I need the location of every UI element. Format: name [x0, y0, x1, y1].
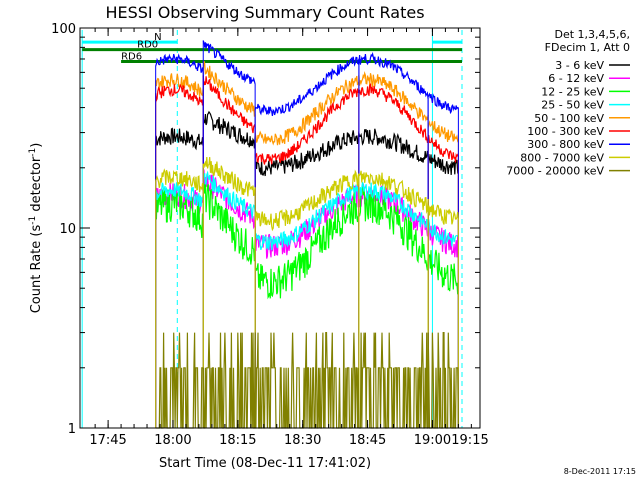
- chart-title: HESSI Observing Summary Count Rates: [105, 3, 424, 22]
- legend-item-label: 6 - 12 keV: [548, 72, 604, 85]
- series-line: [155, 181, 204, 207]
- series-line: [254, 87, 360, 165]
- series-line: [254, 169, 360, 232]
- series-line: [254, 183, 360, 259]
- series-line: [427, 154, 459, 175]
- x-tick-label: 17:45: [89, 433, 126, 448]
- legend-item-label: 800 - 7000 keV: [520, 151, 604, 164]
- series-line: [155, 332, 204, 429]
- y-tick-label: 10: [59, 222, 76, 237]
- series-line: [155, 168, 204, 193]
- series-line: [427, 120, 459, 143]
- y-label-main: Count Rate (s: [29, 225, 44, 314]
- series-line: [427, 249, 459, 295]
- series-line: [155, 53, 204, 74]
- series-line: [202, 181, 256, 265]
- series-line: [358, 70, 429, 122]
- x-tick-label: 18:30: [284, 433, 321, 448]
- axes-layer: 1 10 100 17:45 18:00 18:15 18:30 18:45 19:00 19:1…: [51, 22, 489, 448]
- y-label-mid: detector: [29, 156, 44, 216]
- series-line: [202, 332, 256, 429]
- series-line: [427, 204, 459, 225]
- y-label-end: ): [29, 143, 44, 148]
- flag-label: N: [154, 32, 161, 43]
- legend-item-label: 12 - 25 keV: [541, 85, 604, 98]
- legend: Det 1,3,4,5,6, FDecim 1, Att 0 3 - 6 keV…: [506, 28, 630, 178]
- series-line: [202, 75, 256, 134]
- y-axis-label: Count Rate (s-1 detector-1): [28, 143, 44, 314]
- series-line: [202, 170, 256, 219]
- series-line: [254, 56, 360, 116]
- footer-date: 8-Dec-2011 17:15: [564, 467, 636, 476]
- series-line: [358, 51, 429, 100]
- legend-item-label: 3 - 6 keV: [555, 59, 604, 72]
- y-label-sup1: -1: [28, 216, 38, 225]
- y-tick-label: 100: [51, 22, 76, 37]
- legend-item-label: 25 - 50 keV: [541, 99, 604, 112]
- series-line: [155, 127, 204, 151]
- y-label-sup2: -1: [28, 148, 38, 157]
- legend-item-label: 100 - 300 keV: [527, 125, 604, 138]
- series-line: [358, 170, 429, 214]
- series-line: [255, 184, 360, 251]
- x-tick-label: 19:15: [451, 433, 488, 448]
- series-line: [254, 75, 360, 146]
- series-line: [202, 40, 256, 85]
- legend-header-1: Det 1,3,4,5,6,: [554, 28, 630, 41]
- x-tick-label: 19:00: [414, 433, 451, 448]
- legend-item-label: 300 - 800 keV: [527, 138, 604, 151]
- x-axis-label: Start Time (08-Dec-11 17:41:02): [159, 456, 371, 471]
- series-line: [255, 332, 360, 429]
- series-line: [427, 217, 459, 247]
- x-tick-label: 18:45: [349, 433, 386, 448]
- flag-label: RD0: [137, 40, 158, 51]
- series-line: [427, 92, 459, 115]
- series-line: [358, 186, 429, 271]
- series-line: [358, 128, 429, 163]
- legend-item-label: 50 - 100 keV: [534, 112, 604, 125]
- series-line: [254, 130, 360, 177]
- x-tick-label: 18:15: [219, 433, 256, 448]
- series-line: [358, 332, 429, 429]
- series-line: [358, 181, 429, 233]
- x-tick-label: 18:00: [154, 433, 191, 448]
- series-line: [427, 134, 459, 163]
- legend-item-label: 7000 - 20000 keV: [506, 165, 604, 178]
- series-line: [202, 110, 256, 149]
- series-line: [202, 61, 256, 117]
- series-line: [254, 191, 360, 300]
- y-tick-label: 1: [68, 422, 76, 437]
- legend-header-2: FDecim 1, Att 0: [545, 41, 630, 54]
- flag-label: RD6: [121, 51, 142, 62]
- series-line: [155, 83, 204, 106]
- series-line: [202, 156, 256, 197]
- series-line: [358, 83, 429, 144]
- series-layer: [155, 40, 459, 429]
